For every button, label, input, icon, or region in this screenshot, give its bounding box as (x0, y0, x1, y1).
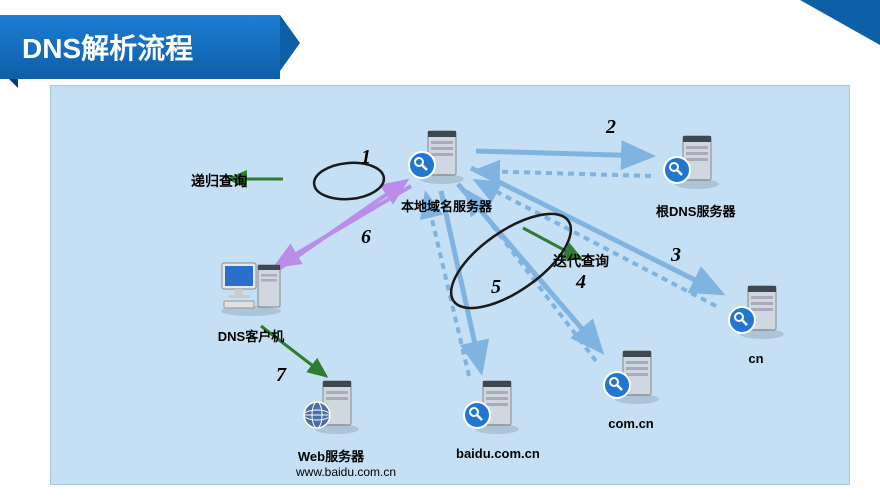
cn-label: cn (721, 351, 791, 366)
node-web: Web服务器 www.baidu.com.cn (296, 375, 366, 479)
step-5: 5 (491, 276, 501, 299)
node-comcn: com.cn (596, 345, 666, 431)
cn-icon (721, 280, 791, 347)
node-rootdns: 根DNS服务器 (656, 130, 726, 220)
step-1: 1 (361, 146, 371, 169)
node-client: DNS客户机 (216, 255, 286, 345)
rootdns-label: 根DNS服务器 (656, 201, 726, 220)
step-4: 4 (576, 271, 586, 294)
baidu-icon (456, 375, 526, 442)
title-banner: DNS解析流程 (0, 15, 280, 79)
step-6: 6 (361, 226, 371, 249)
iterative-query-label: 迭代查询 (553, 251, 609, 271)
diagram-canvas: DNS客户机 本地域名服务器 根DNS服务器 cn (50, 85, 850, 485)
web-icon (296, 375, 366, 442)
web-sublabel: www.baidu.com.cn (296, 465, 366, 479)
node-cn: cn (721, 280, 791, 366)
web-label: Web服务器 (296, 446, 366, 465)
baidu-label: baidu.com.cn (456, 446, 526, 461)
step-3: 3 (671, 244, 681, 267)
page-title: DNS解析流程 (0, 15, 280, 79)
localdns-icon (401, 125, 471, 192)
comcn-label: com.cn (596, 416, 666, 431)
node-baidu: baidu.com.cn (456, 375, 526, 461)
step-2: 2 (606, 116, 616, 139)
rootdns-icon (656, 130, 726, 197)
step-7: 7 (276, 364, 286, 387)
localdns-label: 本地域名服务器 (401, 196, 471, 215)
node-localdns: 本地域名服务器 (401, 125, 471, 215)
recursive-query-label: 递归查询 (191, 171, 247, 191)
client-icon (216, 255, 286, 322)
comcn-icon (596, 345, 666, 412)
corner-decoration (800, 0, 880, 45)
client-label: DNS客户机 (216, 326, 286, 345)
